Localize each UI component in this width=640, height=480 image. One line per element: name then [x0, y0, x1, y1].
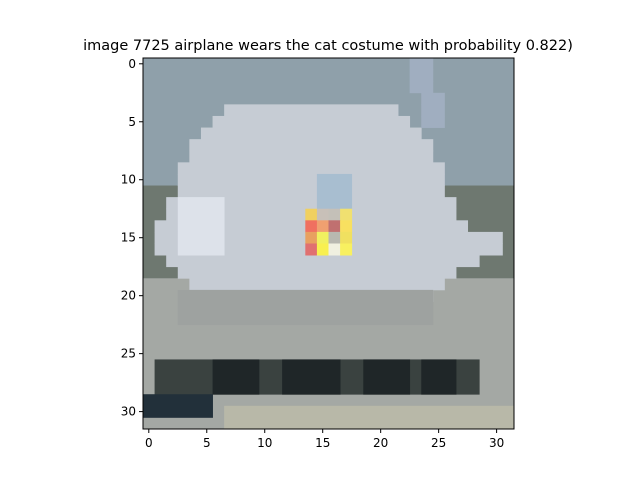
x-tick-label: 30 — [489, 436, 504, 450]
y-tick-label: 30 — [121, 405, 136, 419]
y-tick-label: 10 — [121, 173, 136, 187]
x-tick-label: 5 — [203, 436, 211, 450]
airplane-body-cell — [224, 104, 399, 117]
wheel-cell — [282, 359, 341, 395]
runway-cell — [224, 405, 515, 430]
patch-cell — [305, 243, 318, 256]
patch-cell — [305, 231, 318, 244]
trigger-patch — [305, 208, 353, 256]
patch-cell — [340, 231, 353, 244]
airplane-tail-cell — [421, 104, 445, 117]
chart-title: image 7725 airplane wears the cat costum… — [83, 38, 573, 54]
airplane-body-cell — [177, 162, 445, 175]
x-axis: 0 5 10 15 20 25 30 — [145, 429, 504, 450]
ground-dark-cell — [143, 394, 213, 418]
airplane-body-cell — [166, 255, 480, 268]
airplane-body-cell — [177, 266, 457, 279]
axes-frame — [142, 57, 515, 430]
airplane-body-cell — [189, 150, 434, 163]
canopy-cell — [316, 173, 353, 210]
patch-cell — [340, 243, 353, 256]
x-tick-label: 0 — [145, 436, 153, 450]
airplane-body-cell — [212, 115, 411, 128]
airplane-body-cell — [189, 139, 434, 152]
y-tick-label: 15 — [121, 231, 136, 245]
patch-cell — [328, 220, 341, 233]
airplane-tail-cell — [409, 81, 434, 94]
fuselage-shadow-cell — [177, 289, 434, 326]
wheel-cell — [421, 359, 457, 395]
patch-cell — [328, 243, 341, 256]
x-tick-label: 25 — [431, 436, 446, 450]
airplane-body-cell — [177, 173, 445, 186]
x-tick-label: 15 — [315, 436, 330, 450]
airplane-tail-cell — [421, 115, 445, 128]
nose-highlight-cell — [177, 197, 225, 256]
x-tick-label: 10 — [257, 436, 272, 450]
y-tick-label: 25 — [121, 347, 136, 361]
patch-cell — [305, 208, 318, 221]
airplane-tail-cell — [409, 69, 434, 82]
patch-cell — [340, 220, 353, 233]
y-tick-label: 5 — [128, 115, 136, 129]
y-tick-label: 20 — [121, 289, 136, 303]
wheel-cell — [363, 359, 411, 395]
patch-cell — [316, 231, 329, 244]
patch-cell — [316, 220, 329, 233]
airplane-body-cell — [166, 197, 457, 210]
patch-cell — [328, 231, 341, 244]
y-axis: 0 5 10 15 20 25 30 — [121, 57, 143, 419]
wheel-cell — [212, 359, 260, 395]
patch-cell — [316, 243, 329, 256]
x-tick-label: 20 — [373, 436, 388, 450]
y-tick-label: 0 — [128, 57, 136, 71]
airplane-tail-cell — [421, 92, 445, 105]
patch-cell — [340, 208, 353, 221]
patch-cell — [328, 208, 341, 221]
airplane-body-cell — [200, 127, 422, 140]
airplane-tail-cell — [409, 58, 434, 70]
patch-cell — [316, 208, 329, 221]
patch-cell — [305, 220, 318, 233]
airplane-body-cell — [189, 278, 445, 291]
airplane-body-cell — [177, 185, 445, 198]
